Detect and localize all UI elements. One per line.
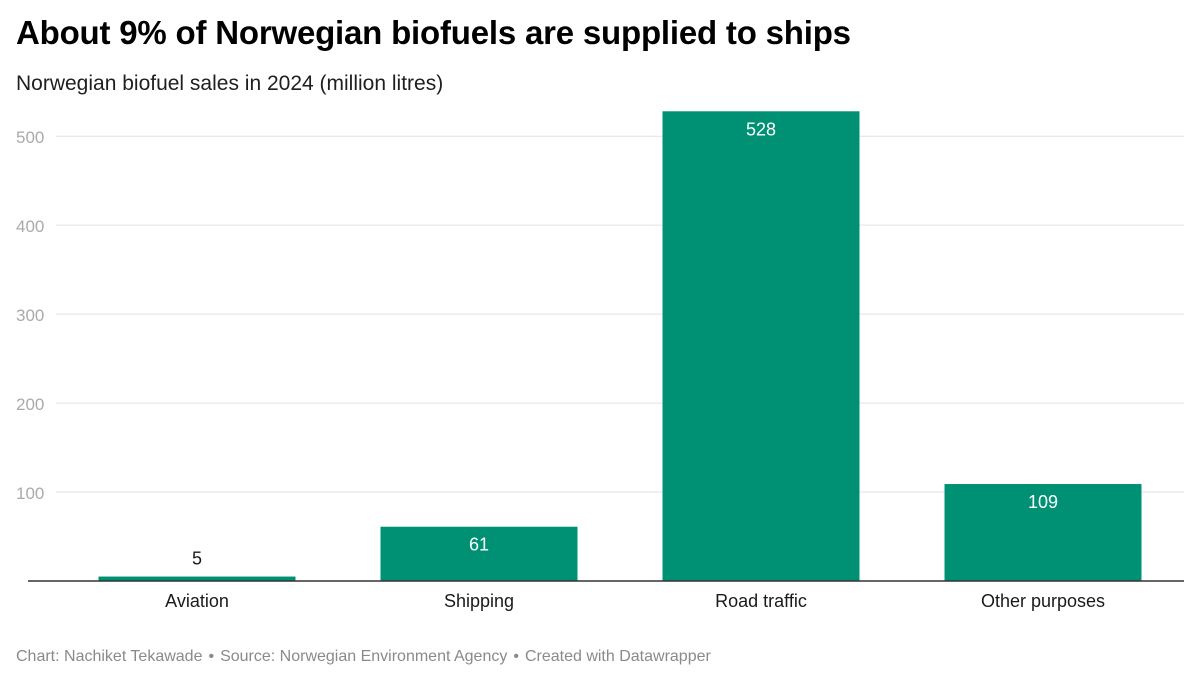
chart-source: Source: Norwegian Environment Agency [220,648,508,665]
bar-value-label-shipping: 61 [469,535,489,555]
x-tick-label-aviation: Aviation [165,591,229,611]
bar-chart: 100 200 300 400 500 5 61 528 109 Aviation Shippi… [16,111,1184,611]
bar-value-labels: 5 61 528 109 [192,119,1058,568]
bar-aviation [98,576,296,581]
bar-value-label-road-traffic: 528 [746,119,776,139]
bar-road-traffic [662,111,860,581]
x-axis-labels: Aviation Shipping Road traffic Other purpos… [165,591,1105,611]
chart-subtitle: Norwegian biofuel sales in 2024 (million… [16,72,444,95]
chart-title: About 9% of Norwegian biofuels are suppl… [16,14,851,51]
y-tick-label-200: 200 [16,395,44,414]
chart-credit: Chart: Nachiket Tekawade [16,648,203,665]
y-tick-label-100: 100 [16,484,44,503]
bar-value-label-aviation: 5 [192,549,202,569]
x-tick-label-other-purposes: Other purposes [981,591,1105,611]
y-axis-ticks: 100 200 300 400 500 [16,128,44,503]
x-tick-label-shipping: Shipping [444,591,514,611]
footer-separator: • [513,648,519,665]
bar-other-purposes [944,484,1142,581]
footer-separator: • [208,648,215,665]
y-tick-label-400: 400 [16,217,44,236]
bars [98,111,1142,581]
chart-footer: Chart: Nachiket Tekawade • Source: Norwegi… [16,648,711,666]
x-tick-label-road-traffic: Road traffic [715,591,807,611]
y-tick-label-500: 500 [16,128,44,147]
created-with-datawrapper: Created with Datawrapper [524,648,711,665]
bar-value-label-other-purposes: 109 [1028,492,1058,512]
gridlines [56,135,1184,493]
y-tick-label-300: 300 [16,306,44,325]
bar-shipping [380,526,578,581]
